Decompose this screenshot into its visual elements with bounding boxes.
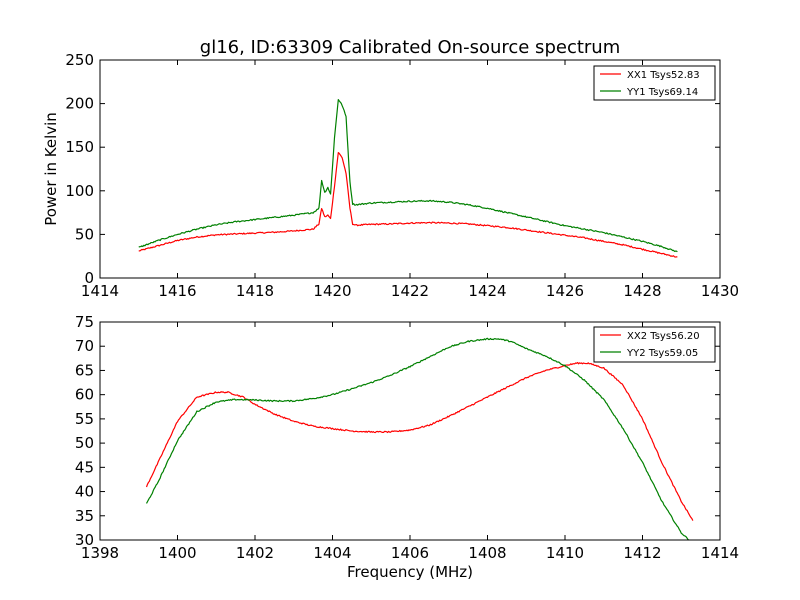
- chart-top-title: gl16, ID:63309 Calibrated On-source spec…: [200, 37, 620, 58]
- chart-top-ytick-label-0: 0: [84, 269, 94, 287]
- chart-bottom-legend-box: [593, 326, 716, 363]
- chart-bottom-legend: XX2 Tsys56.20 YY2 Tsys59.05: [593, 326, 716, 363]
- chart-bottom-xtick-label-5: 1408: [468, 544, 506, 562]
- chart-top-xtick-label-4: 1422: [391, 282, 429, 300]
- chart-bottom-ytick-label-5: 55: [75, 410, 94, 428]
- chart-top-xtick-label-2: 1418: [236, 282, 274, 300]
- chart-top-legend: XX1 Tsys52.83 YY1 Tsys69.14: [593, 65, 716, 101]
- chart-bottom-xtick-label-3: 1404: [313, 544, 351, 562]
- chart-bottom-xtick-label-6: 1410: [546, 544, 584, 562]
- chart-top-series-yy1-line: [138, 98, 678, 253]
- chart-bottom-xtick-label-2: 1402: [236, 544, 274, 562]
- chart-bottom-xlabel: Frequency (MHz): [347, 563, 473, 581]
- chart-bottom-xtick-label-8: 1414: [701, 544, 739, 562]
- chart-bottom-ytick-label-4: 50: [75, 434, 94, 452]
- chart-top-ytick-label-2: 100: [65, 182, 94, 200]
- chart-top-legend-label-yy1: YY1 Tsys69.14: [626, 87, 698, 98]
- chart-bottom-ytick-label-3: 45: [75, 458, 94, 476]
- chart-bottom-series-group: [145, 337, 694, 541]
- chart-top-xtick-label-0: 1414: [81, 282, 119, 300]
- chart-top-legend-label-xx1: XX1 Tsys52.83: [627, 70, 700, 81]
- chart-bottom-ytick-label-0: 30: [75, 531, 94, 549]
- chart-bottom-xtick-label-0: 1398: [81, 544, 119, 562]
- chart-top-series-xx1-line: [138, 152, 678, 258]
- chart-top-xtick-label-1: 1416: [158, 282, 196, 300]
- chart-bottom-xtick-label-7: 1412: [623, 544, 661, 562]
- chart-top-ylabel: Power in Kelvin: [42, 112, 60, 226]
- chart-bottom-legend-label-xx2: XX2 Tsys56.20: [627, 331, 700, 342]
- chart-top: gl16, ID:63309 Calibrated On-source spec…: [42, 37, 739, 300]
- chart-top-ytick-label-4: 200: [65, 95, 94, 113]
- chart-bottom-ytick-label-2: 40: [75, 483, 94, 501]
- chart-top-legend-box: [593, 65, 716, 101]
- chart-bottom: Frequency (MHz) 1398 1400 1402 1404 1406 1408…: [75, 313, 739, 581]
- chart-bottom-xtick-label-1: 1400: [158, 544, 196, 562]
- chart-bottom-legend-label-yy2: YY2 Tsys59.05: [626, 348, 698, 359]
- chart-bottom-ytick-label-6: 60: [75, 386, 94, 404]
- chart-bottom-ytick-label-1: 35: [75, 507, 94, 525]
- chart-bottom-series-yy2-line: [145, 337, 690, 541]
- chart-top-axes: 1414 1416 1418 1420 1422 1424 1426 1428 1430 0 50 1…: [65, 51, 739, 300]
- chart-top-xtick-label-3: 1420: [313, 282, 351, 300]
- chart-top-xtick-label-8: 1430: [701, 282, 739, 300]
- chart-top-xtick-label-7: 1428: [623, 282, 661, 300]
- chart-bottom-ytick-label-8: 70: [75, 337, 94, 355]
- chart-top-ytick-label-1: 50: [75, 225, 94, 243]
- chart-top-xtick-label-6: 1426: [546, 282, 584, 300]
- chart-top-ytick-label-5: 250: [65, 51, 94, 69]
- chart-top-ytick-label-3: 150: [65, 138, 94, 156]
- chart-bottom-axes: 1398 1400 1402 1404 1406 1408 1410 1412 1414 30 35…: [75, 313, 739, 562]
- chart-bottom-ytick-label-9: 75: [75, 313, 94, 331]
- chart-top-xtick-label-5: 1424: [468, 282, 506, 300]
- chart-bottom-series-xx2-line: [145, 361, 694, 521]
- chart-bottom-xtick-label-4: 1406: [391, 544, 429, 562]
- chart-bottom-ytick-label-7: 65: [75, 361, 94, 379]
- chart-top-series-group: [138, 98, 678, 258]
